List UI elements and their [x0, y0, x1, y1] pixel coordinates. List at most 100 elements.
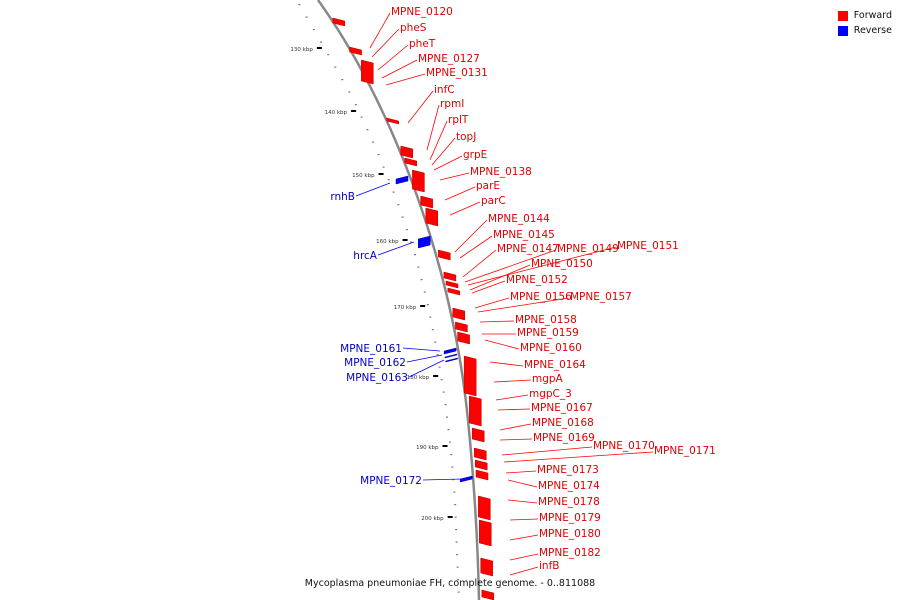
gene-label-mpne-0170: MPNE_0170: [593, 440, 655, 452]
leader-line-mpne-0120: [369, 12, 391, 49]
tick-label-140-kbp: 140 kbp: [325, 110, 348, 116]
leader-line-mpne-0144: [454, 219, 488, 253]
minor-tick: [327, 54, 330, 56]
forward-gene-block: [361, 59, 374, 85]
leader-line-infb: [509, 566, 539, 576]
minor-tick: [410, 241, 413, 243]
minor-tick: [334, 66, 337, 68]
leader-line-rnhb: [355, 182, 391, 197]
forward-gene-block: [438, 249, 451, 261]
tick-label-130-kbp: 130 kbp: [290, 47, 313, 53]
leader-line-mpne-0131: [385, 73, 426, 86]
reverse-gene-block: [445, 357, 458, 363]
minor-tick: [438, 366, 441, 368]
gene-label-mpne-0147: MPNE_0147: [497, 243, 559, 255]
leader-line-mpne-0127: [381, 59, 418, 79]
minor-tick: [341, 79, 344, 81]
gene-label-parc: parC: [481, 195, 506, 207]
gene-label-mpne-0167: MPNE_0167: [531, 402, 593, 414]
leader-line-mpne-0169: [499, 438, 533, 441]
forward-gene-block: [474, 459, 488, 471]
gene-label-mpne-0149: MPNE_0149: [557, 243, 619, 255]
leader-line-mpne-0168: [499, 423, 532, 431]
minor-tick: [392, 191, 395, 193]
minor-tick: [453, 491, 456, 493]
leader-line-mpne-0157: [477, 297, 570, 313]
genome-caption: Mycoplasma pneumoniae FH, complete genom…: [304, 578, 596, 589]
forward-gene-block: [443, 271, 457, 282]
minor-tick: [448, 441, 451, 443]
forward-gene-block: [420, 195, 433, 209]
major-tick: [378, 173, 384, 175]
minor-tick: [451, 466, 454, 468]
gene-label-mpne-0131: MPNE_0131: [426, 67, 488, 79]
leader-line-mpne-0162: [406, 354, 443, 363]
leader-line-mpne-0152: [471, 280, 506, 294]
gene-label-mpne-0178: MPNE_0178: [538, 496, 600, 508]
leader-line-topj: [431, 137, 456, 166]
gene-features: [332, 17, 495, 600]
gene-label-rnhb: rnhB: [330, 191, 355, 203]
minor-tick: [401, 216, 404, 218]
minor-tick: [405, 229, 408, 231]
forward-gene-block: [474, 447, 487, 461]
forward-gene-block: [457, 331, 470, 345]
leader-line-mpne-0178: [507, 499, 538, 504]
forward-gene-block: [480, 557, 493, 577]
leader-line-pare: [444, 186, 476, 201]
major-tick: [447, 516, 453, 518]
forward-gene-block: [425, 207, 439, 227]
leader-line-mgpc-3: [495, 394, 529, 401]
forward-gene-block: [349, 46, 362, 56]
leader-line-mpne-0173: [505, 470, 537, 474]
gene-label-mpne-0151: MPNE_0151: [617, 240, 679, 252]
gene-label-mpne-0179: MPNE_0179: [539, 512, 601, 524]
minor-tick: [387, 179, 390, 181]
gene-label-infb: infB: [539, 560, 559, 572]
minor-tick: [440, 379, 443, 381]
minor-tick: [360, 116, 363, 118]
tick-marks: 130 kbp 140 kbp 150 kbp 160 kbp 170 kbp 180 k…: [290, 4, 460, 593]
leader-line-parc: [449, 201, 481, 216]
minor-tick: [366, 129, 369, 131]
gene-label-mpne-0138: MPNE_0138: [470, 166, 532, 178]
gene-label-infc: infC: [434, 84, 455, 96]
minor-tick: [354, 104, 357, 106]
leader-line-mgpa: [493, 379, 532, 383]
tick-label-170-kbp: 170 kbp: [394, 305, 417, 311]
reverse-gene-block: [395, 175, 409, 185]
gene-label-mpne-0173: MPNE_0173: [537, 464, 599, 476]
tick-label-150-kbp: 150 kbp: [352, 173, 375, 179]
gene-label-phet: pheT: [409, 38, 436, 50]
minor-tick: [431, 329, 434, 331]
leader-line-mpne-0158: [479, 320, 515, 323]
legend-label-forward: Forward: [853, 10, 892, 21]
minor-tick: [456, 554, 459, 556]
minor-tick: [455, 529, 458, 531]
forward-gene-block: [445, 280, 459, 289]
reverse-gene-block: [418, 235, 431, 249]
forward-gene-block: [412, 169, 425, 193]
minor-tick: [454, 504, 457, 506]
minor-tick: [442, 391, 445, 393]
minor-tick: [436, 354, 439, 356]
minor-tick: [414, 254, 417, 256]
minor-tick: [423, 291, 426, 293]
reverse-gene-block: [443, 347, 457, 355]
leader-line-phes: [371, 28, 400, 58]
label-leader-lines: [355, 12, 654, 576]
minor-tick: [457, 579, 460, 581]
leader-line-mpne-0147: [462, 249, 497, 278]
leader-line-mpne-0179: [509, 518, 539, 521]
tick-label-180-kbp: 180 kbp: [407, 375, 430, 381]
minor-tick: [457, 591, 460, 593]
minor-tick: [382, 166, 385, 168]
gene-label-mpne-0168: MPNE_0168: [532, 417, 594, 429]
gene-label-rplt: rplT: [448, 114, 469, 126]
gene-label-mpne-0150: MPNE_0150: [531, 258, 593, 270]
gene-label-pare: parE: [476, 180, 500, 192]
legend-label-reverse: Reverse: [853, 25, 892, 36]
minor-tick: [348, 91, 351, 93]
major-tick: [442, 445, 448, 447]
leader-line-mpne-0180: [509, 534, 539, 541]
